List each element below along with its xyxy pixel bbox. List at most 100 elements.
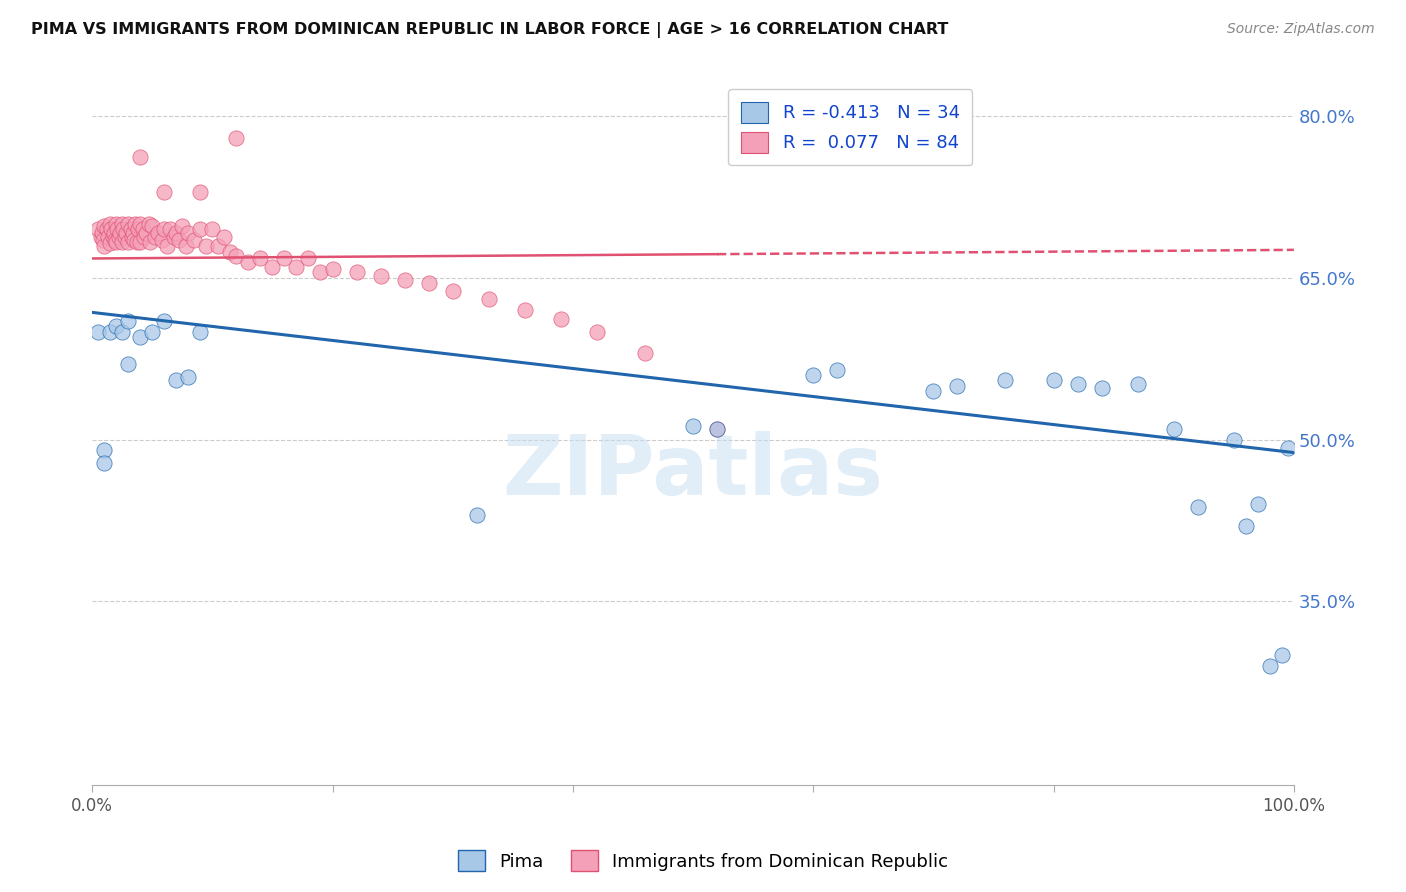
Point bbox=[922, 384, 945, 398]
Point bbox=[87, 222, 110, 236]
Point bbox=[124, 217, 146, 231]
Point bbox=[129, 235, 152, 250]
Point bbox=[90, 226, 112, 240]
Point bbox=[465, 508, 488, 523]
Point bbox=[129, 150, 152, 164]
Point bbox=[177, 226, 200, 240]
Point bbox=[117, 235, 139, 250]
Point bbox=[586, 325, 609, 339]
Point bbox=[150, 233, 173, 247]
Point bbox=[165, 226, 187, 240]
Point bbox=[1090, 381, 1112, 395]
Point bbox=[441, 284, 464, 298]
Point bbox=[1258, 659, 1281, 673]
Point bbox=[321, 262, 343, 277]
Point bbox=[1066, 376, 1088, 391]
Point bbox=[98, 236, 121, 251]
Point bbox=[129, 330, 152, 344]
Point bbox=[370, 268, 392, 283]
Point bbox=[1223, 433, 1246, 447]
Point bbox=[177, 370, 200, 384]
Point bbox=[141, 325, 163, 339]
Point bbox=[122, 226, 145, 240]
Point bbox=[93, 219, 115, 233]
Point bbox=[167, 233, 190, 247]
Point bbox=[825, 362, 848, 376]
Point bbox=[285, 260, 308, 274]
Point bbox=[706, 422, 728, 436]
Point bbox=[93, 238, 115, 252]
Point bbox=[111, 325, 134, 339]
Point bbox=[117, 314, 139, 328]
Text: PIMA VS IMMIGRANTS FROM DOMINICAN REPUBLIC IN LABOR FORCE | AGE > 16 CORRELATION: PIMA VS IMMIGRANTS FROM DOMINICAN REPUBL… bbox=[31, 22, 948, 38]
Point bbox=[87, 325, 110, 339]
Point bbox=[108, 226, 131, 240]
Point bbox=[219, 245, 242, 260]
Point bbox=[1042, 373, 1064, 387]
Point bbox=[249, 252, 271, 266]
Point bbox=[273, 252, 295, 266]
Point bbox=[262, 260, 284, 274]
Point bbox=[127, 222, 149, 236]
Point bbox=[125, 235, 148, 250]
Point bbox=[201, 222, 224, 236]
Point bbox=[297, 252, 319, 266]
Point bbox=[131, 222, 153, 236]
Point bbox=[107, 222, 129, 236]
Point bbox=[121, 230, 143, 244]
Point bbox=[141, 219, 163, 233]
Point bbox=[1187, 500, 1209, 514]
Point bbox=[117, 357, 139, 371]
Point bbox=[159, 222, 181, 236]
Point bbox=[97, 230, 120, 244]
Point bbox=[195, 238, 218, 252]
Point bbox=[1277, 442, 1299, 456]
Point bbox=[156, 238, 179, 252]
Point bbox=[188, 185, 211, 199]
Point bbox=[138, 217, 160, 231]
Point bbox=[238, 254, 260, 268]
Point bbox=[105, 217, 128, 231]
Point bbox=[120, 222, 142, 236]
Point bbox=[153, 222, 176, 236]
Point bbox=[104, 233, 127, 247]
Point bbox=[129, 217, 152, 231]
Point bbox=[1247, 497, 1270, 511]
Point bbox=[1271, 648, 1294, 663]
Point bbox=[1234, 519, 1257, 533]
Point bbox=[1126, 376, 1149, 391]
Point bbox=[117, 217, 139, 231]
Point bbox=[112, 222, 135, 236]
Point bbox=[706, 422, 728, 436]
Point bbox=[98, 325, 121, 339]
Point bbox=[188, 325, 211, 339]
Point bbox=[122, 233, 145, 247]
Point bbox=[478, 293, 501, 307]
Point bbox=[153, 185, 176, 199]
Point bbox=[174, 238, 197, 252]
Point bbox=[946, 378, 969, 392]
Point bbox=[225, 249, 247, 263]
Point bbox=[682, 418, 704, 433]
Point bbox=[153, 314, 176, 328]
Point bbox=[418, 277, 440, 291]
Point bbox=[172, 219, 194, 233]
Point bbox=[1163, 422, 1185, 436]
Point bbox=[114, 226, 136, 240]
Point bbox=[346, 265, 368, 279]
Point bbox=[139, 235, 162, 250]
Legend: Pima, Immigrants from Dominican Republic: Pima, Immigrants from Dominican Republic bbox=[450, 843, 956, 879]
Point bbox=[183, 233, 205, 247]
Legend: R = -0.413   N = 34, R =  0.077   N = 84: R = -0.413 N = 34, R = 0.077 N = 84 bbox=[728, 89, 973, 165]
Point bbox=[165, 373, 187, 387]
Point bbox=[101, 230, 124, 244]
Point bbox=[143, 230, 166, 244]
Text: ZIPatlas: ZIPatlas bbox=[502, 431, 883, 512]
Point bbox=[96, 222, 118, 236]
Point bbox=[98, 217, 121, 231]
Point bbox=[513, 303, 536, 318]
Point bbox=[214, 230, 236, 244]
Point bbox=[114, 230, 136, 244]
Point bbox=[90, 230, 112, 244]
Point bbox=[135, 226, 157, 240]
